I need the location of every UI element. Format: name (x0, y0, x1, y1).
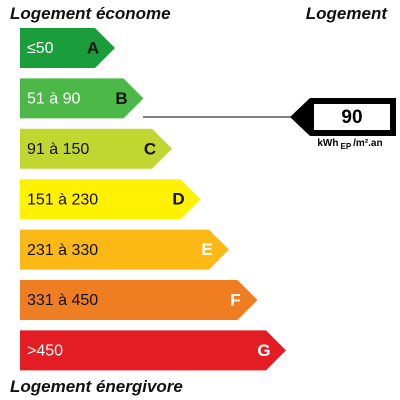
unit-sub: EP (340, 142, 351, 151)
class-letter: B (115, 89, 127, 108)
class-letter: D (172, 190, 184, 209)
indicator-unit: kWh EP/m².an (317, 138, 382, 151)
indicator-value: 90 (341, 107, 362, 128)
class-range: 231 à 330 (27, 242, 98, 259)
class-bar (20, 179, 201, 220)
class-range: 91 à 150 (27, 141, 89, 158)
indicator-box (314, 104, 390, 130)
unit-rest: /m².an (353, 138, 382, 149)
class-bar (20, 280, 258, 320)
header-right: Logement (306, 4, 389, 23)
class-range: ≤50 (27, 40, 54, 57)
footer: Logement énergivore (10, 377, 183, 396)
class-letter: G (257, 341, 270, 360)
class-bar (20, 330, 286, 371)
class-range: 331 à 450 (27, 292, 98, 309)
class-bar (20, 28, 115, 68)
class-letter: F (230, 290, 240, 309)
class-letter: C (144, 139, 156, 158)
class-letter: A (87, 38, 99, 57)
class-letter: E (201, 240, 212, 259)
class-range: 51 à 90 (27, 91, 80, 108)
unit-main: kWh (317, 138, 338, 149)
class-bars: ≤50 A 51 à 90 B 91 à 150 C 151 à 230 D 231 à 330… (20, 28, 286, 371)
class-bar (20, 229, 229, 270)
class-bar (20, 78, 144, 119)
class-bar (20, 128, 172, 169)
header-left: Logement économe (10, 4, 171, 23)
class-range: 151 à 230 (27, 191, 98, 208)
class-range: >450 (27, 343, 63, 360)
